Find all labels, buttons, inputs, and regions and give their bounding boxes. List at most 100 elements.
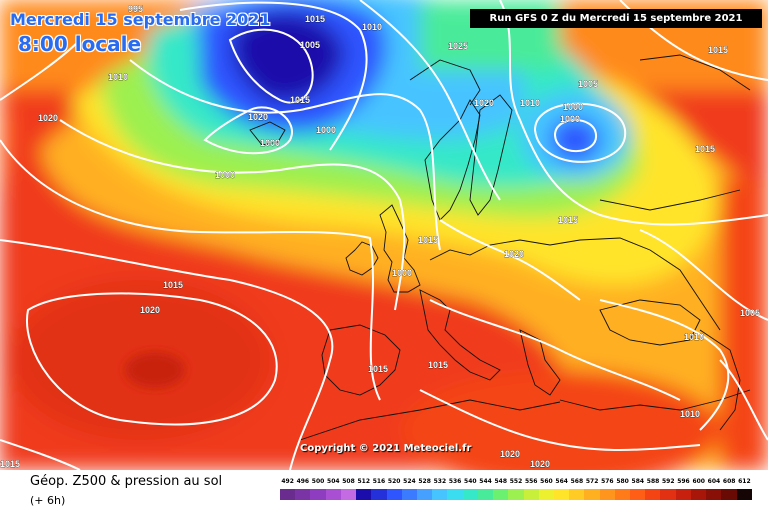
legend-value: 604 [707, 478, 721, 485]
legend-value: 496 [296, 478, 310, 485]
isobar-label: 1020 [530, 459, 550, 469]
isobar-label: 1010 [520, 98, 540, 108]
coastlines [249, 54, 751, 441]
valid-date: Mercredi 15 septembre 2021 [10, 10, 271, 29]
legend-swatch [569, 489, 585, 500]
isobar-label: 1000 [316, 125, 336, 135]
legend-value: 580 [616, 478, 629, 485]
isobar-label: 1015 [368, 364, 388, 374]
isobar-label: 1010 [362, 22, 382, 32]
legend-swatch [416, 489, 433, 500]
legend-swatch [447, 489, 463, 500]
legend-labels: 492 496 500 504 508 512 516 520 524 528 532 536 540 5… [280, 478, 752, 488]
legend-value: 492 [281, 478, 294, 485]
legend-value: 548 [494, 478, 508, 485]
legend-swatch [432, 489, 448, 500]
copyright: Copyright © 2021 Meteociel.fr [300, 443, 472, 454]
legend-value: 592 [661, 478, 675, 485]
legend-swatch [553, 489, 570, 500]
isobar-label: 995 [128, 4, 143, 14]
legend-value: 508 [342, 478, 355, 485]
legend-swatch [356, 489, 372, 500]
legend-value: 596 [677, 478, 690, 485]
legend-value: 556 [524, 478, 538, 485]
legend-value: 532 [433, 478, 447, 485]
legend-swatch [675, 489, 691, 500]
legend-value: 540 [464, 478, 477, 485]
legend-value: 588 [646, 478, 660, 485]
legend-swatch [295, 489, 311, 500]
map-description: Géop. Z500 & pression au sol [30, 474, 223, 489]
isobar-label: 1000 [563, 102, 583, 112]
legend-value: 520 [387, 478, 401, 485]
legend-swatch [508, 489, 524, 500]
isobar-labels: 1015 1010 995 1010 1020 1005 1025 1020 1000 1015 1… [0, 4, 760, 470]
isobar-label: 1010 [680, 409, 700, 419]
legend-swatch [721, 489, 737, 500]
isobar-label: 1000 [215, 170, 235, 180]
isobar-label: 1005 [300, 40, 320, 50]
isobar-label: 1000 [560, 114, 580, 124]
isobar-label: 1025 [448, 41, 468, 51]
legend-swatch [371, 489, 387, 500]
legend-swatch [386, 489, 402, 500]
isobar-label: 1015 [708, 45, 728, 55]
isobar-label: 1015 [290, 95, 310, 105]
isobar-label: 1020 [500, 449, 520, 459]
isobar-label: 1020 [248, 112, 268, 122]
legend-value: 576 [601, 478, 614, 485]
legend-value: 584 [631, 478, 645, 485]
isobar-label: 1015 [695, 144, 715, 154]
legend-swatch [477, 489, 494, 500]
legend-swatch [660, 489, 676, 500]
isobar-label: 1005 [740, 308, 760, 318]
legend-value: 552 [509, 478, 523, 485]
legend-swatch [645, 489, 661, 500]
legend-value: 568 [570, 478, 584, 485]
legend-swatch [310, 489, 326, 500]
isobar-label: 1020 [504, 249, 524, 259]
legend-swatch [325, 489, 341, 500]
isobar-label: 1015 [163, 280, 183, 290]
legend-swatch [493, 489, 509, 500]
isobar-label: 1000 [260, 138, 280, 148]
legend-value: 536 [448, 478, 462, 485]
isobar-label: 1020 [38, 113, 58, 123]
legend-swatch [584, 489, 600, 500]
legend-value: 524 [403, 478, 416, 485]
isobar-label: 1010 [108, 72, 128, 82]
isobar-label: 1015 [305, 14, 325, 24]
legend-swatch [599, 489, 615, 500]
forecast-step: (+ 6h) [30, 494, 66, 507]
legend-value: 512 [357, 478, 370, 485]
legend-value: 504 [327, 478, 340, 485]
legend-swatch [538, 489, 554, 500]
legend-value: 528 [418, 478, 431, 485]
isobar-label: 1015 [558, 215, 578, 225]
isobar-label: 1005 [578, 79, 598, 89]
legend-swatch [690, 489, 707, 500]
legend-value: 544 [479, 478, 492, 485]
legend-swatch [614, 489, 631, 500]
run-label: Run GFS 0 Z du Mercredi 15 septembre 202… [470, 9, 762, 28]
isobar-label: 1020 [140, 305, 160, 315]
legend-swatch [280, 489, 296, 500]
legend-value: 564 [555, 478, 568, 485]
isobar-label: 1015 [428, 360, 448, 370]
high-pressure-core [125, 352, 185, 388]
legend-swatch [523, 489, 539, 500]
legend-value: 608 [722, 478, 736, 485]
isobar-label: 1015 [0, 459, 20, 469]
forecast-map: 1015 1010 995 1010 1020 1005 1025 1020 1000 1015 1… [0, 0, 768, 470]
isobar-label: 1000 [392, 268, 412, 278]
legend-value: 612 [738, 478, 751, 485]
isobar-label: 1020 [474, 98, 494, 108]
legend-value: 516 [372, 478, 386, 485]
isobars [0, 0, 768, 470]
legend-swatch [340, 489, 357, 500]
isobar-label: 1015 [418, 235, 438, 245]
valid-time: 8:00 locale [18, 32, 142, 56]
legend-bar [280, 489, 752, 500]
legend-value: 600 [692, 478, 705, 485]
